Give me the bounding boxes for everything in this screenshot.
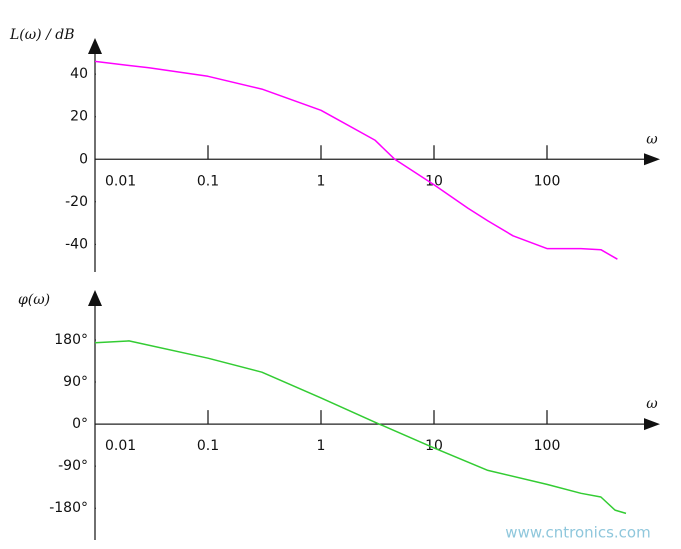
x-axis-title: ω: [646, 131, 658, 147]
y-tick-label: 40: [70, 66, 88, 82]
x-axis-arrow: [644, 153, 660, 166]
y-tick-label: -90°: [58, 458, 88, 474]
y-axis-arrow: [88, 38, 102, 54]
y-tick-label: 0: [79, 151, 88, 167]
x-axis-title: ω: [646, 396, 658, 412]
x-axis-arrow: [644, 418, 660, 431]
y-tick-label: 20: [70, 109, 88, 125]
x-tick-label: 1: [317, 438, 326, 454]
x-tick-label: 100: [534, 438, 561, 454]
curve: [94, 60, 618, 260]
y-tick-label: -180°: [49, 500, 88, 516]
x-tick-label: 10: [425, 173, 443, 189]
y-tick-label: 0°: [72, 416, 88, 432]
curve: [94, 340, 627, 515]
x-tick-label: 0.1: [197, 438, 219, 454]
x-tick-label: 0.1: [197, 173, 219, 189]
x-tick-label: 1: [317, 173, 326, 189]
watermark: www.cntronics.com: [505, 524, 650, 542]
x-tick-label: 0.01: [105, 438, 136, 454]
y-tick-label: 180°: [54, 332, 88, 348]
x-tick-label: 10: [425, 438, 443, 454]
x-tick-label: 0.01: [105, 173, 136, 189]
y-tick-label: -20: [65, 194, 88, 210]
y-axis-title: L(ω) / dB: [9, 27, 75, 43]
x-tick-label: 100: [534, 173, 561, 189]
y-axis-arrow: [88, 290, 102, 306]
y-tick-label: -40: [65, 236, 88, 252]
y-axis-title: φ(ω): [18, 292, 50, 308]
y-tick-label: 90°: [63, 374, 88, 390]
